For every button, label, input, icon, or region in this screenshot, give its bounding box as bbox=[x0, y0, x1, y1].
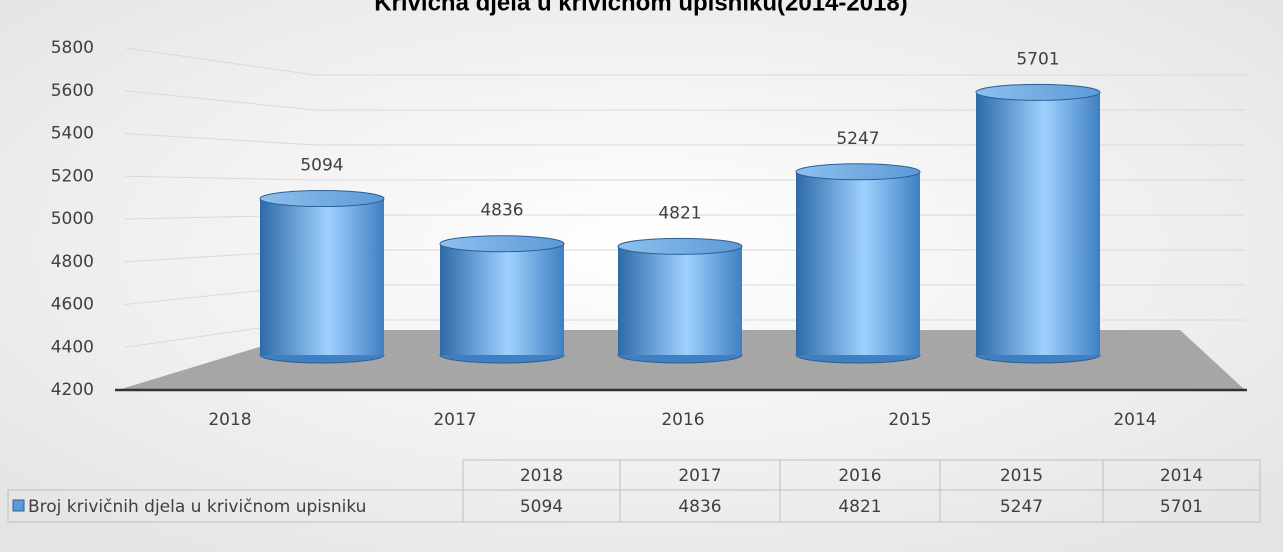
x-tick-label: 2016 bbox=[661, 410, 704, 430]
table-header: 2015 bbox=[1000, 466, 1043, 486]
data-label: 5701 bbox=[1016, 49, 1059, 69]
grid-line bbox=[124, 47, 1245, 76]
data-label: 4821 bbox=[658, 203, 701, 223]
table-header: 2014 bbox=[1160, 466, 1203, 486]
table-value: 5247 bbox=[1000, 497, 1043, 517]
table-value: 5094 bbox=[520, 497, 563, 517]
table-header: 2016 bbox=[838, 466, 881, 486]
data-label: 4836 bbox=[480, 201, 523, 221]
y-tick-label: 5600 bbox=[51, 81, 94, 101]
y-tick-label: 4400 bbox=[51, 337, 94, 357]
y-tick-label: 5400 bbox=[51, 124, 94, 144]
chart-title: Krivična djela u krivičnom upisniku(2014… bbox=[374, 0, 908, 16]
cylinder-top bbox=[259, 190, 385, 208]
cylinder-top bbox=[975, 83, 1101, 101]
table-value: 4836 bbox=[678, 497, 721, 517]
y-tick-label: 5200 bbox=[51, 166, 94, 186]
grid-line bbox=[124, 90, 1245, 111]
y-tick-label: 4800 bbox=[51, 252, 94, 272]
data-label: 5094 bbox=[300, 156, 343, 176]
cylinder-body bbox=[440, 243, 564, 355]
y-tick-label: 4600 bbox=[51, 295, 94, 315]
y-tick-label: 4200 bbox=[51, 380, 94, 400]
grid-line bbox=[124, 133, 1245, 146]
table-header: 2017 bbox=[678, 466, 721, 486]
x-tick-label: 2017 bbox=[433, 410, 476, 430]
cylinder-body bbox=[796, 171, 920, 355]
x-tick-label: 2015 bbox=[888, 410, 931, 430]
x-tick-label: 2014 bbox=[1113, 410, 1156, 430]
cylinder-top bbox=[439, 235, 565, 253]
y-tick-label: 5800 bbox=[51, 38, 94, 58]
table-value: 4821 bbox=[838, 497, 881, 517]
legend-swatch bbox=[12, 499, 25, 512]
y-tick-label: 5000 bbox=[51, 209, 94, 229]
table-header: 2018 bbox=[520, 466, 563, 486]
data-table: 2018 5094 2017 4836 2016 4821 2015 5247 2014 5701… bbox=[7, 459, 1261, 523]
x-tick-label: 2018 bbox=[208, 410, 251, 430]
cylinder-top bbox=[795, 163, 921, 181]
cylinder-body bbox=[260, 198, 384, 355]
data-label: 5247 bbox=[836, 129, 879, 149]
legend-label: Broj krivičnih djela u krivičnom upisnik… bbox=[28, 497, 366, 517]
marks: 5094 4836 4821 5247 5701 bbox=[259, 49, 1101, 364]
cylinder-top bbox=[617, 237, 743, 255]
cylinder-body bbox=[976, 92, 1100, 355]
table-value: 5701 bbox=[1160, 497, 1203, 517]
grid-line bbox=[124, 175, 1245, 181]
cylinder-body bbox=[618, 246, 742, 355]
